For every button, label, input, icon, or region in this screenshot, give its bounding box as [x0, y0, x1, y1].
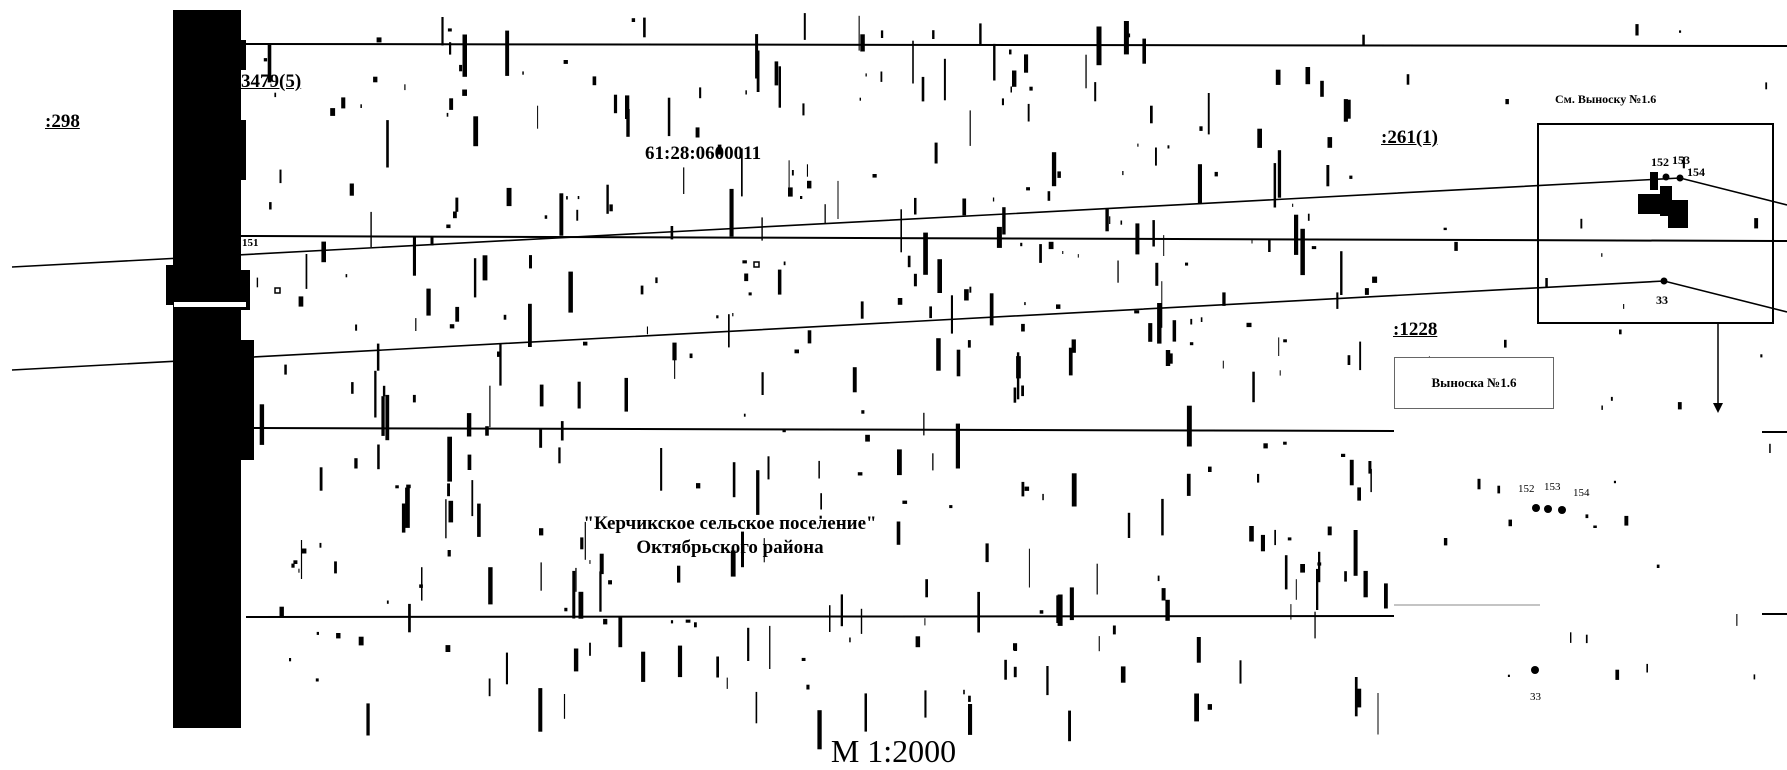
see-callout-label: См. Выноску №1.6	[1555, 92, 1657, 106]
point-153-detail: 153	[1544, 481, 1561, 493]
scale-label: М 1:2000	[830, 733, 957, 769]
point-154: 154	[1687, 165, 1705, 179]
callout-title-box: Выноска №1.6	[1394, 357, 1554, 409]
point-33: 33	[1656, 293, 1668, 307]
settlement-name: "Керчикское сельское поселение"	[583, 513, 877, 534]
point-152: 152	[1651, 155, 1669, 169]
point-154-detail: 154	[1573, 487, 1590, 499]
settlement-district: Октябрьского района	[636, 537, 824, 558]
point-152-detail: 152	[1518, 483, 1535, 495]
parcel-label-1228: :1228	[1393, 319, 1438, 340]
callout-frame	[1537, 123, 1774, 324]
small-squares	[274, 261, 760, 294]
callout-object	[1638, 172, 1688, 228]
point-33-detail: 33	[1530, 691, 1541, 703]
cadastral-block-label: 61:28:0600011	[645, 143, 762, 164]
callout-title: Выноска №1.6	[1431, 375, 1517, 390]
parcel-label-3479: 3479(5)	[241, 71, 302, 92]
point-151: 151	[242, 237, 259, 249]
boundary-lines	[240, 43, 1787, 618]
survey-points	[1531, 173, 1684, 674]
settlement-label: "Керчикское сельское поселение" Октябрьс…	[560, 512, 900, 560]
scan-noise	[252, 13, 1771, 750]
callout-arrowhead	[1713, 403, 1723, 413]
route-lines	[11, 177, 1787, 371]
scan-dark-strip	[166, 10, 254, 728]
point-153: 153	[1672, 153, 1690, 167]
parcel-label-298: :298	[45, 111, 80, 132]
parcel-label-261: :261(1)	[1381, 127, 1438, 148]
